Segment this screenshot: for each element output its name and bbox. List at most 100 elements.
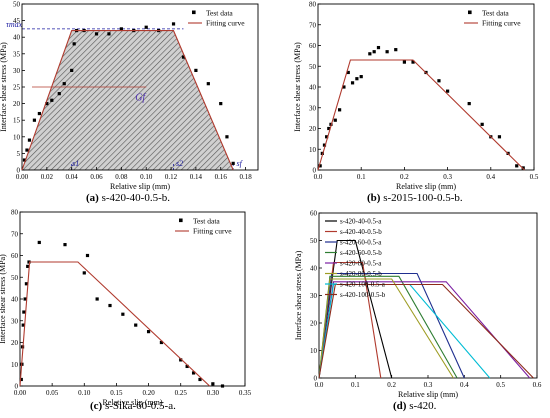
- x-tick-label: 0.1: [351, 381, 360, 389]
- y-tick-label: 80: [11, 209, 19, 217]
- legend-entry-test-data: Test data: [193, 217, 220, 226]
- test-data-point: [194, 68, 198, 72]
- legend-marker-test-data: [468, 10, 472, 15]
- x-tick-label: 0.25: [175, 389, 188, 397]
- test-data-point: [372, 50, 376, 54]
- y-tick-label: 0: [313, 167, 317, 175]
- test-data-point: [27, 138, 32, 142]
- test-data-point: [322, 143, 327, 147]
- legend-entry: s-420-80-0.5-a: [340, 260, 382, 268]
- test-data-point: [159, 340, 164, 345]
- x-tick-label: 0.20: [142, 389, 155, 397]
- test-data-point: [22, 310, 26, 314]
- test-data-point: [57, 92, 61, 96]
- test-data-point: [225, 135, 229, 139]
- test-data-point: [107, 32, 111, 36]
- chart-d-svg: 0.0 0.1 0.2 0.3 0.4 0.5 0.6 0 10 20 30 40 50 60 Relati…: [294, 210, 542, 400]
- y-tick-label: 45: [13, 17, 21, 25]
- legend-entry-test-data: Test data: [482, 9, 509, 18]
- legend-entry: s-420-60-0.5-b: [340, 249, 382, 257]
- x-tick-label: 0.05: [46, 389, 59, 397]
- plot-frame: [317, 3, 535, 171]
- y-axis-title: Interface shear stress (MPa): [0, 254, 7, 344]
- y-tick-label: 40: [309, 84, 317, 92]
- x-axis-title: Relative slip (mm): [398, 390, 458, 399]
- test-data-point: [32, 118, 37, 122]
- test-data-point: [37, 240, 41, 245]
- test-data-point: [146, 330, 151, 334]
- y-tick-label: 60: [11, 252, 19, 260]
- test-data-point: [355, 77, 359, 81]
- y-tick-label: 50: [13, 1, 21, 9]
- test-data-point: [19, 377, 23, 382]
- test-data-point: [191, 371, 196, 375]
- y-tick-label: 80: [309, 1, 317, 9]
- legend-marker-test-data: [179, 218, 183, 223]
- plot-frame: [19, 211, 246, 387]
- test-data-point: [171, 22, 176, 26]
- series-line-s-420-100-0.5-b: [318, 283, 534, 379]
- caption-c-text: s-Sika-60-0.5-a.: [104, 400, 176, 412]
- test-data-point: [338, 108, 342, 112]
- x-tick-label: 0.35: [239, 389, 252, 397]
- fitting-curve: [21, 30, 234, 171]
- x-tick-label: 0.16: [215, 173, 228, 181]
- test-data-point: [95, 297, 99, 301]
- caption-a-text: s-420-40-0.5-b.: [101, 192, 171, 204]
- test-data-point: [437, 79, 441, 83]
- x-axis-title: Relative slip (mm): [396, 182, 456, 191]
- x-tick-label: 0.10: [78, 389, 91, 397]
- x-tick-label: 0.04: [66, 173, 79, 181]
- x-axis-title: Relative slip (mm): [103, 398, 163, 407]
- caption-c: (c) s-Sika-60-0.5-a.: [90, 400, 176, 412]
- x-tick-label: 0.10: [140, 173, 153, 181]
- series-line-s-420-80-0.5-b: [318, 278, 454, 379]
- test-data-point: [144, 25, 148, 29]
- caption-d-text: s-420.: [409, 400, 437, 412]
- chart-panel-d: 0.0 0.1 0.2 0.3 0.4 0.5 0.6 0 10 20 30 40 50 60 Relati…: [275, 208, 550, 418]
- x-tick-label: 0.08: [115, 173, 128, 181]
- y-tick-label: 30: [310, 292, 318, 300]
- test-data-point: [467, 102, 471, 106]
- test-data-point: [37, 111, 41, 116]
- chart-panel-a: τmax Gf s1 s2 sf 0.00 0.02 0.04 0.06 0.08 0.10 0.12…: [0, 0, 275, 210]
- test-data-point: [63, 243, 67, 247]
- legend-entry: s-420-100-0.5-b: [340, 291, 386, 299]
- caption-d: (d) s-420.: [393, 400, 436, 412]
- y-tick-label: 0: [314, 375, 318, 383]
- y-tick-label: 50: [309, 63, 317, 71]
- test-data-point: [198, 377, 202, 382]
- y-tick-label: 5: [17, 150, 21, 158]
- fitting-curve: [317, 59, 525, 171]
- test-data-point: [480, 122, 484, 126]
- test-data-point: [325, 135, 329, 139]
- test-data-point: [82, 271, 86, 275]
- x-tick-label: 0.3: [443, 173, 452, 181]
- x-tick-label: 0.15: [110, 389, 123, 397]
- y-tick-label: 0: [15, 383, 19, 391]
- chart-c-svg: 0.00 0.05 0.10 0.15 0.20 0.25 0.30 0.35 0 10 20 30 4…: [0, 209, 252, 408]
- fitting-curve: [19, 261, 210, 387]
- caption-a-letter: (a): [86, 192, 99, 204]
- x-tick-label: 0.4: [460, 381, 469, 389]
- x-tick-label: 0.5: [496, 381, 505, 389]
- y-tick-label: 30: [13, 67, 21, 75]
- s1-label: s1: [72, 159, 79, 168]
- x-tick-label: 0.2: [400, 173, 409, 181]
- y-tick-label: 70: [11, 230, 19, 238]
- test-data-point: [108, 303, 112, 308]
- test-data-point: [70, 68, 74, 72]
- caption-b-text: s-2015-100-0.5-b.: [383, 192, 463, 204]
- test-data-point: [411, 60, 415, 64]
- test-data-point: [21, 323, 25, 327]
- legend-entry: s-420-40-0.5-a: [340, 218, 382, 226]
- y-tick-label: 20: [309, 125, 317, 133]
- chart-a-svg: τmax Gf s1 s2 sf 0.00 0.02 0.04 0.06 0.08 0.10 0.12…: [0, 1, 259, 191]
- legend-entry-fitting-curve: Fitting curve: [206, 19, 245, 28]
- y-tick-label: 0: [17, 167, 21, 175]
- x-tick-label: 0.3: [424, 381, 433, 389]
- y-tick-label: 35: [13, 50, 21, 58]
- test-data-point: [211, 382, 215, 386]
- legend-entry: s-420-80-0.5-b: [340, 270, 382, 278]
- test-data-point: [119, 27, 123, 31]
